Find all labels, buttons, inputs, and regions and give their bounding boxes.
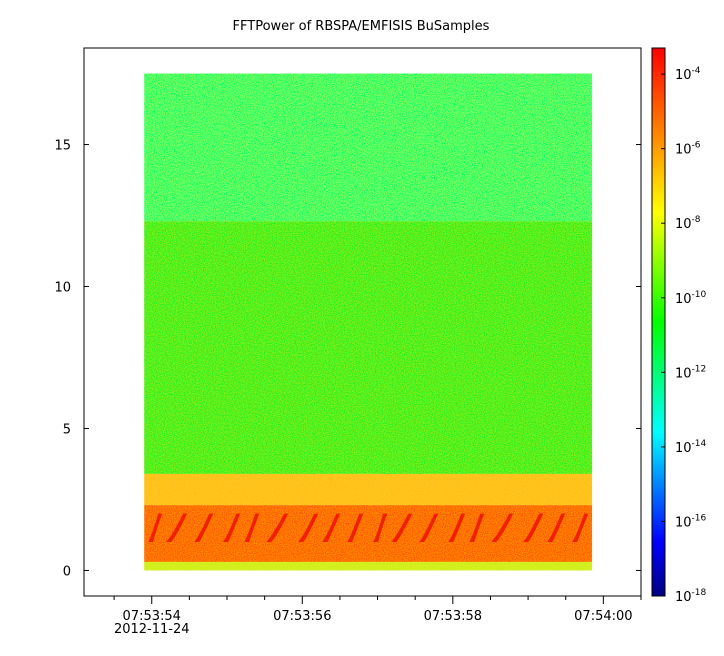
burst-mark [491,513,514,543]
burst-mark [391,513,413,543]
colorbar-tick-label: 10-8 [675,215,701,232]
colorbar-tick-label: 10-14 [675,439,707,456]
burst-mark [166,513,188,543]
burst-mark [148,513,163,543]
burst-mark [347,513,364,543]
colorbar-tick-label: 10-10 [675,290,707,307]
y-tick-label: 0 [63,564,71,579]
burst-mark [469,513,485,543]
heatmap-band-2 [144,473,593,506]
heatmap-band-4 [144,561,593,571]
burst-mark [244,513,260,543]
x-date-label: 2012-11-24 [114,622,190,637]
colorbar-tick-label: 10-12 [675,364,706,381]
burst-mark [523,513,544,543]
colorbar-tick-label: 10-6 [675,141,701,158]
x-tick-label: 07:53:58 [424,609,482,624]
heatmap-band-1 [144,221,593,474]
y-axis: 0 5 10 15 [54,139,641,579]
colorbar [651,47,666,597]
burst-mark [266,513,289,543]
x-tick-label: 07:53:54 [123,609,181,624]
y-tick-label: 10 [54,281,71,296]
burst-mark [373,513,388,543]
heatmap-band-0 [144,73,593,222]
burst-mark [298,513,319,543]
heatmap-band-3 [144,505,593,562]
burst-mark [448,513,466,543]
burst-mark [322,513,341,543]
y-tick-label: 5 [63,422,71,437]
x-tick-label: 07:53:56 [273,609,331,624]
burst-mark [419,513,439,543]
colorbar-tick-label: 10-16 [675,513,707,530]
colorbar-ticks: 10-4 10-6 10-8 10-10 10-12 10-14 10-16 10-18 [661,66,707,605]
burst-mark [194,513,214,543]
burst-mark [572,513,589,543]
chart-title: FFTPower of RBSPA/EMFISIS BuSamples [233,19,490,34]
x-tick-label: 07:54:00 [574,609,632,624]
heatmap-area [144,73,593,571]
y-tick-label: 15 [54,139,71,154]
burst-mark [547,513,566,543]
chorus-bursts [148,513,589,543]
colorbar-tick-label: 10-18 [675,588,707,605]
burst-mark [223,513,241,543]
colorbar-tick-label: 10-4 [675,66,701,83]
